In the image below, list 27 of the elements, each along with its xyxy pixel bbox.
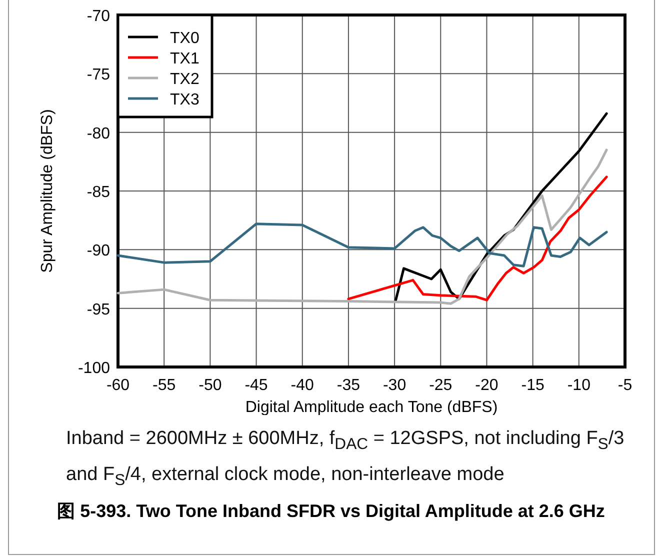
x-tick-label: -10 (567, 377, 591, 394)
x-tick-label: -35 (336, 377, 360, 394)
legend-label: TX1 (170, 50, 200, 68)
x-tick-label: -25 (429, 377, 452, 394)
y-tick-label: -85 (86, 184, 110, 201)
x-tick-label: -55 (152, 377, 176, 394)
y-tick-label: -70 (86, 8, 110, 25)
legend-label: TX2 (170, 71, 200, 88)
y-tick-label: -100 (78, 360, 110, 377)
x-tick-label: -60 (106, 377, 130, 394)
x-tick-label: -20 (475, 377, 498, 394)
legend-label: TX3 (170, 92, 200, 108)
x-tick-label: -15 (521, 377, 544, 394)
y-tick-label: -80 (86, 125, 110, 142)
text: Inband = 2600MHz ± 600MHz, f$_{DAC}$ = 12GSPS, not including F$_{S}$/3 and F$_{S}$/4, external clock mode, non-interleave mode (66, 428, 624, 489)
x-tick-label: -5 (618, 377, 632, 394)
x-tick-label: -40 (290, 377, 314, 394)
legend-label: TX0 (170, 30, 200, 47)
x-axis-title: Digital Amplitude each Tone (dBFS) (245, 399, 498, 416)
y-tick-label: -75 (86, 66, 110, 84)
y-tick-label: -95 (86, 301, 110, 318)
y-axis-title: Spur Amplitude (dBFS) (39, 109, 56, 273)
text: 图 5-393. Two Tone Inband SFDR vs Digital Amplitude at 2.6 GHz (56, 500, 606, 523)
x-tick-label: -50 (198, 377, 222, 394)
x-tick-label: -30 (382, 377, 406, 394)
x-tick-label: -45 (244, 377, 268, 394)
y-tick-label: -90 (86, 242, 110, 260)
